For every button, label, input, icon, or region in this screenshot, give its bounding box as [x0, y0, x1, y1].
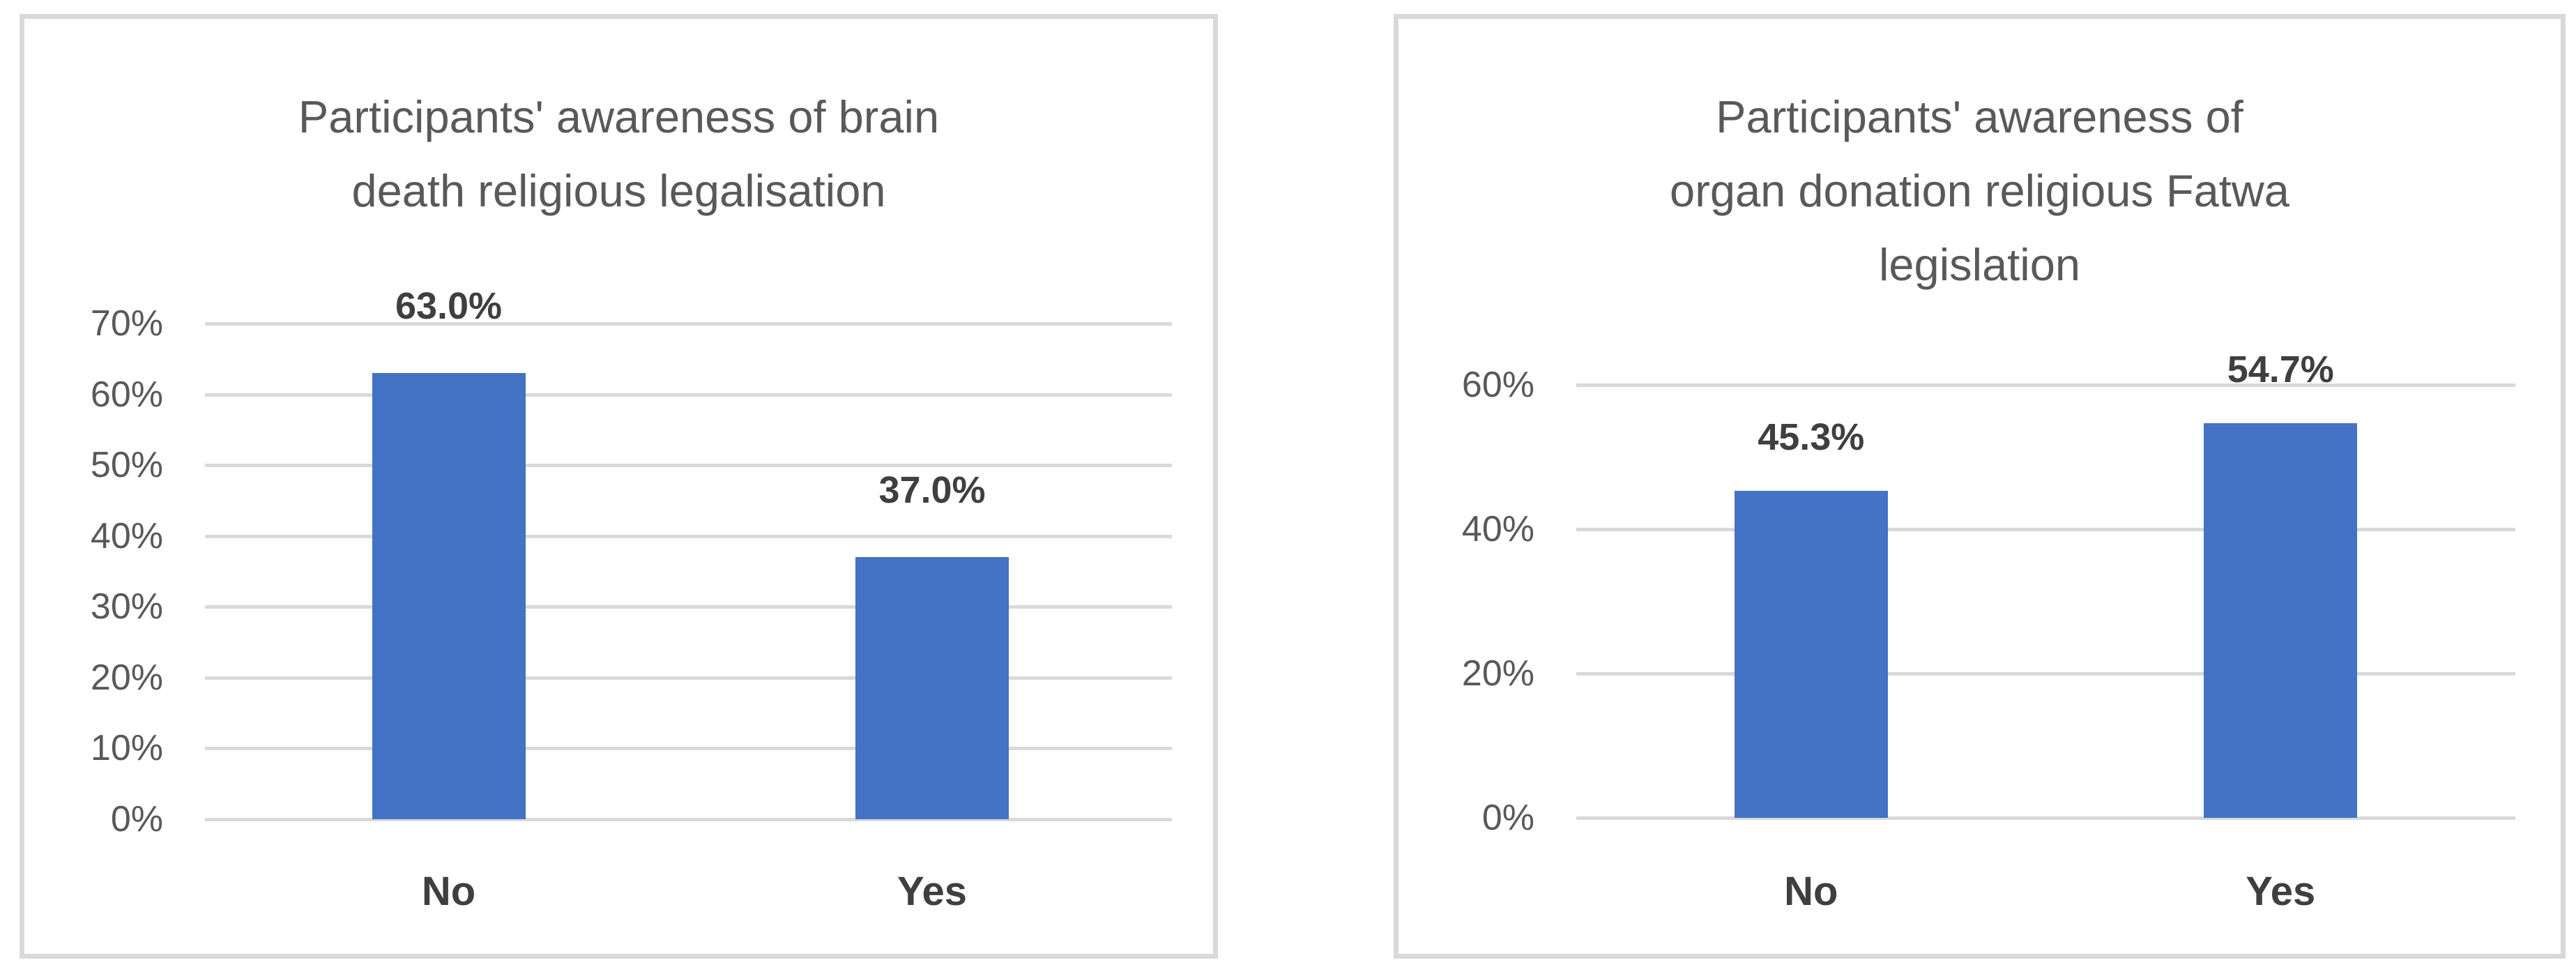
y-gridline	[205, 534, 1172, 538]
chart-title: Participants' awareness of brain death re…	[24, 80, 1213, 228]
y-tick-label: 0%	[110, 799, 163, 839]
chart-panel-organ-donation-fatwa-awareness: Participants' awareness of organ donation…	[1394, 14, 2566, 959]
y-gridline	[1576, 383, 2515, 387]
plot-area: 45.3% 54.7%	[1576, 349, 2515, 820]
chart-panel-brain-death-awareness: Participants' awareness of brain death re…	[20, 14, 1218, 959]
y-gridline	[205, 322, 1172, 326]
y-tick-label: 20%	[1461, 653, 1534, 694]
plot-area: 63.0% 37.0%	[205, 285, 1172, 821]
y-gridline	[1576, 816, 2515, 820]
data-label: 37.0%	[878, 469, 986, 511]
y-tick-label: 20%	[90, 657, 163, 698]
category-label-yes: Yes	[2246, 869, 2316, 914]
y-gridline	[205, 464, 1172, 468]
y-tick-label: 70%	[90, 303, 163, 344]
chart-title: Participants' awareness of organ donation…	[1398, 80, 2561, 302]
chart-title-line: organ donation religious Fatwa	[1670, 165, 2289, 216]
y-gridline	[1576, 528, 2515, 531]
y-tick-label: 60%	[1461, 365, 1534, 405]
y-gridline	[205, 393, 1172, 397]
category-label-no: No	[421, 869, 476, 914]
chart-title-line: legislation	[1878, 239, 2081, 290]
data-label: 54.7%	[2227, 349, 2334, 390]
bar-yes	[2204, 423, 2357, 818]
category-label-yes: Yes	[897, 869, 968, 914]
bar-no	[1735, 491, 1888, 818]
data-label: 45.3%	[1758, 416, 1865, 458]
y-gridline	[205, 605, 1172, 609]
y-gridline	[205, 676, 1172, 680]
y-gridline	[1576, 672, 2515, 676]
data-label: 63.0%	[395, 285, 503, 327]
y-tick-label: 10%	[90, 728, 163, 769]
bar-no	[372, 373, 526, 819]
bar-yes	[855, 557, 1009, 819]
y-tick-label: 30%	[90, 586, 163, 627]
y-gridline	[205, 818, 1172, 821]
y-gridline	[205, 747, 1172, 751]
y-tick-label: 60%	[90, 374, 163, 415]
chart-title-line: Participants' awareness of	[1716, 91, 2243, 142]
chart-title-line: Participants' awareness of brain	[298, 91, 940, 142]
chart-title-line: death religious legalisation	[351, 165, 886, 216]
category-label-no: No	[1784, 869, 1838, 914]
y-tick-label: 40%	[1461, 509, 1534, 549]
y-tick-label: 40%	[90, 515, 163, 556]
y-tick-label: 50%	[90, 445, 163, 486]
y-tick-label: 0%	[1481, 798, 1534, 838]
